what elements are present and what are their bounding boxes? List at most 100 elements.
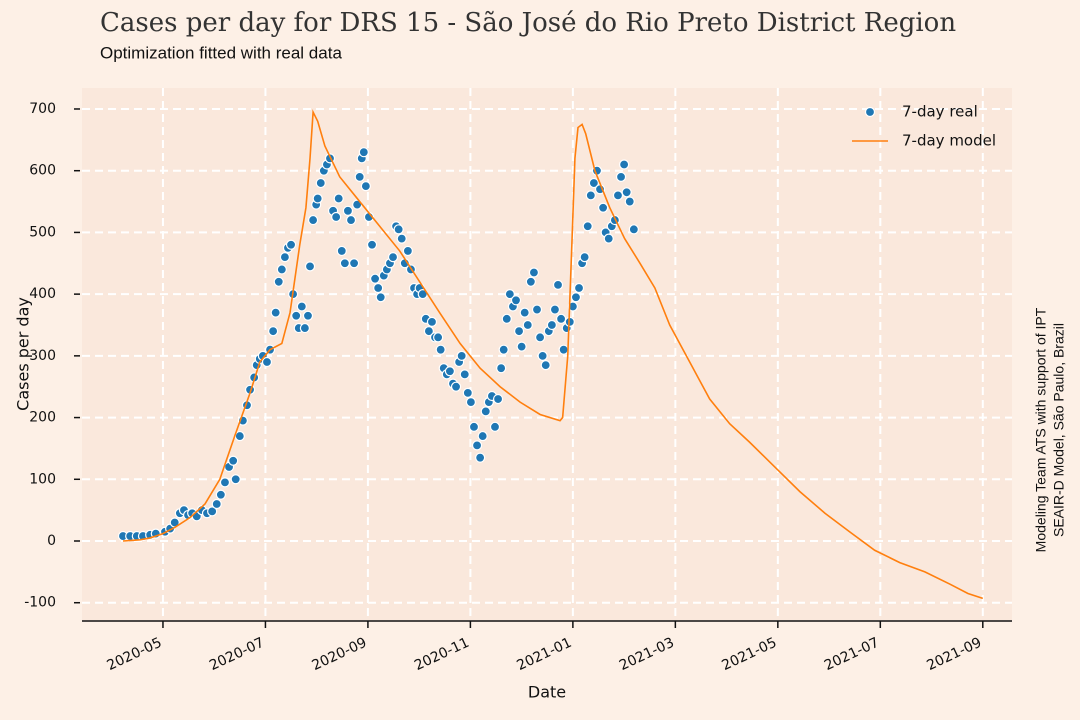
data-point — [373, 282, 384, 294]
data-point — [549, 304, 561, 315]
data-point — [579, 252, 590, 263]
data-point — [598, 202, 609, 213]
data-point — [273, 276, 284, 287]
data-point — [496, 363, 507, 374]
data-point — [268, 326, 279, 337]
data-point — [358, 147, 369, 158]
x-tick-label: 2021-07 — [822, 635, 882, 674]
data-point — [230, 474, 241, 485]
data-point — [339, 258, 350, 269]
y-tick-label: 700 — [29, 101, 56, 117]
y-tick-label: 300 — [29, 348, 56, 364]
data-point — [546, 319, 557, 331]
data-point — [522, 319, 533, 331]
data-point — [573, 282, 585, 294]
data-point — [519, 307, 530, 318]
data-point — [276, 264, 287, 275]
data-point — [624, 196, 635, 207]
data-point — [612, 190, 624, 201]
data-point — [459, 369, 470, 380]
x-tick-label: 2020-05 — [105, 635, 165, 674]
data-point — [369, 273, 381, 284]
data-point — [528, 267, 540, 278]
data-point — [285, 239, 297, 250]
data-point — [570, 292, 582, 303]
data-point — [279, 252, 291, 263]
data-point — [621, 187, 632, 198]
data-point — [540, 360, 551, 371]
chart-subtitle: Optimization fitted with real data — [100, 43, 342, 62]
data-point — [534, 332, 546, 343]
data-point — [215, 489, 226, 500]
data-point — [465, 397, 477, 408]
data-point — [537, 350, 548, 361]
data-point — [498, 344, 509, 355]
data-point — [480, 406, 491, 417]
data-point — [615, 171, 627, 182]
data-point — [468, 421, 480, 432]
data-point — [558, 344, 569, 355]
data-point — [619, 159, 630, 170]
x-tick-label: 2021-01 — [514, 635, 574, 674]
y-tick-label: 600 — [29, 163, 56, 179]
annotation: Modeling Team ATS with support of IPT — [1033, 307, 1049, 552]
data-point — [462, 387, 473, 398]
data-point — [433, 332, 444, 343]
data-point — [516, 341, 527, 352]
y-tick-label: 500 — [29, 224, 56, 240]
data-point — [336, 245, 347, 257]
data-point — [307, 214, 319, 226]
data-point — [299, 322, 310, 334]
data-point — [207, 506, 218, 517]
data-point — [552, 279, 564, 290]
data-point — [354, 171, 365, 182]
x-axis-label: Date — [528, 683, 566, 702]
y-tick-label: -100 — [24, 595, 56, 611]
data-point — [304, 261, 316, 272]
legend-label: 7-day model — [902, 132, 996, 150]
x-tick-label: 2021-09 — [924, 635, 984, 674]
data-point — [333, 193, 344, 204]
data-point — [504, 289, 515, 300]
data-point — [211, 498, 222, 510]
data-point — [588, 177, 599, 189]
data-point — [501, 313, 512, 324]
data-point — [387, 252, 399, 263]
data-point — [489, 421, 501, 432]
legend-label: 7-day real — [902, 103, 978, 121]
data-point — [435, 344, 446, 355]
data-point — [270, 307, 281, 318]
data-point — [492, 393, 504, 405]
x-tick-label: 2021-03 — [617, 635, 677, 674]
y-tick-label: 200 — [29, 410, 56, 426]
data-point — [513, 326, 525, 337]
data-point — [582, 221, 593, 232]
data-point — [450, 381, 462, 392]
data-point — [331, 211, 342, 223]
data-point — [603, 233, 614, 244]
data-point — [302, 310, 314, 321]
data-point — [477, 430, 488, 442]
data-point — [312, 193, 323, 204]
y-tick-label: 100 — [29, 471, 56, 487]
data-point — [475, 452, 486, 463]
x-tick-label: 2020-09 — [310, 635, 370, 674]
y-tick-label: 0 — [47, 533, 56, 549]
data-point — [525, 276, 536, 287]
data-point — [555, 313, 567, 324]
data-point — [291, 310, 302, 321]
y-tick-label: 400 — [29, 286, 56, 302]
model-line — [122, 109, 984, 600]
chart-title: Cases per day for DRS 15 - São José do R… — [100, 8, 956, 38]
data-point — [375, 292, 386, 303]
data-point — [345, 214, 357, 226]
x-tick-label: 2021-05 — [719, 635, 779, 674]
legend-marker — [864, 106, 876, 118]
data-point — [426, 316, 438, 328]
data-point — [393, 224, 404, 235]
data-point — [628, 224, 639, 235]
x-tick-label: 2020-11 — [412, 635, 472, 674]
annotation: SEAIR-D Model, São Paulo, Brazil — [1051, 323, 1067, 537]
data-point — [261, 356, 273, 368]
